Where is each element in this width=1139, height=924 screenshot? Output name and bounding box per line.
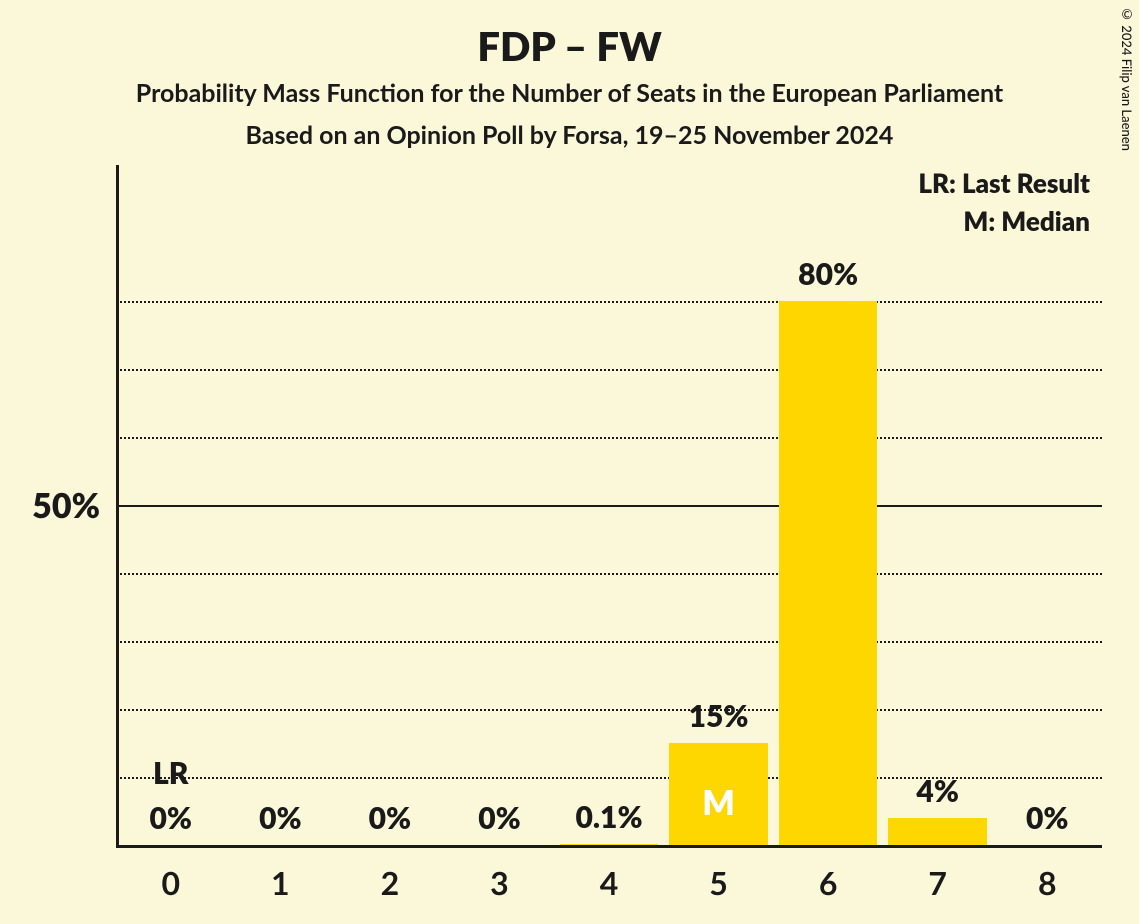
gridline xyxy=(116,505,1102,507)
bar xyxy=(560,844,659,845)
gridline xyxy=(116,641,1102,643)
chart-subtitle-2: Based on an Opinion Poll by Forsa, 19–25… xyxy=(0,120,1139,150)
x-tick-label: 8 xyxy=(1038,863,1057,902)
chart-title: FDP – FW xyxy=(0,22,1139,70)
bar-value-label: 80% xyxy=(798,256,858,292)
last-result-marker: LR xyxy=(153,755,188,791)
x-tick-label: 6 xyxy=(819,863,838,902)
x-tick-label: 5 xyxy=(709,863,728,902)
chart-plot-area: 50%0%00%10%20%30.1%415%580%64%70%8LRMLR:… xyxy=(116,165,1102,845)
x-tick-label: 3 xyxy=(490,863,509,902)
y-tick-label: 50% xyxy=(0,485,100,526)
gridline xyxy=(116,437,1102,439)
copyright-text: © 2024 Filip van Laenen xyxy=(1119,6,1135,151)
legend-lr: LR: Last Result xyxy=(918,167,1090,199)
median-marker: M xyxy=(702,782,735,823)
bar-value-label: 4% xyxy=(916,773,958,809)
x-axis xyxy=(116,845,1102,848)
x-tick-label: 4 xyxy=(600,863,619,902)
bar-value-label: 0% xyxy=(478,800,520,836)
bar-value-label: 0.1% xyxy=(575,799,642,835)
x-tick-label: 2 xyxy=(381,863,400,902)
bar xyxy=(779,301,878,845)
gridline xyxy=(116,709,1102,711)
y-axis xyxy=(116,165,119,845)
bar-value-label: 0% xyxy=(1026,800,1068,836)
bar xyxy=(888,818,987,845)
bar-value-label: 15% xyxy=(689,698,749,734)
bar-value-label: 0% xyxy=(150,800,192,836)
bar-value-label: 0% xyxy=(369,800,411,836)
legend-median: M: Median xyxy=(963,205,1090,237)
x-tick-label: 0 xyxy=(161,863,180,902)
gridline xyxy=(116,301,1102,303)
chart-subtitle-1: Probability Mass Function for the Number… xyxy=(0,78,1139,108)
x-tick-label: 1 xyxy=(271,863,290,902)
gridline xyxy=(116,369,1102,371)
bar-value-label: 0% xyxy=(259,800,301,836)
gridline xyxy=(116,573,1102,575)
x-tick-label: 7 xyxy=(928,863,947,902)
